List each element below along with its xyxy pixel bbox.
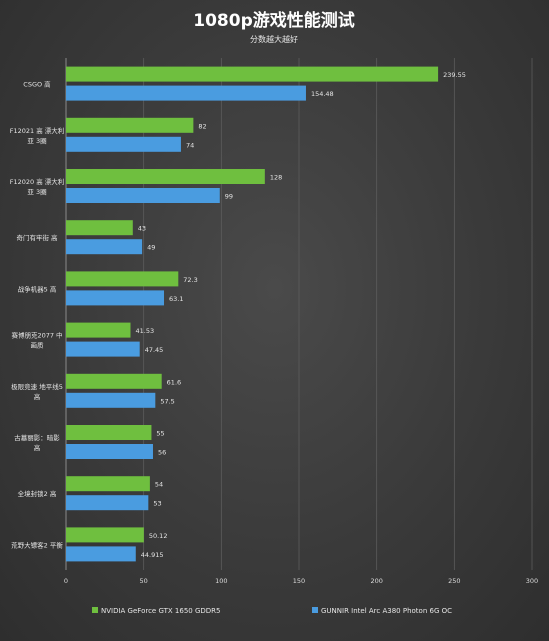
bar [66,271,179,287]
x-tick-label: 0 [64,577,68,585]
category-label: F12021 高 漂大利亚 3圈 [10,126,65,145]
category-label: 全境封锁2 高 [18,489,57,498]
category-label: 极限竞速 地平线5 高 [11,382,63,401]
bar-value-label: 53 [153,500,161,508]
x-tick-label: 50 [140,577,148,585]
bar [66,66,439,82]
bar [66,85,306,101]
bar [66,136,181,152]
bar-value-label: 82 [198,122,206,130]
bar [66,527,144,543]
category-label-line: 全境封锁2 高 [18,489,57,498]
bar-value-label: 43 [138,225,146,233]
bar-value-label: 55 [156,430,164,438]
legend: NVIDIA GeForce GTX 1650 GDDR5 GUNNIR Inte… [92,607,452,615]
bar [66,220,133,236]
grid [65,58,533,570]
chart-title: 1080p游戏性能测试 [193,10,354,31]
bar-value-label: 54 [155,481,163,489]
x-tick-label: 150 [293,577,305,585]
category-label-line: F12020 高 漂大利 [10,177,65,186]
category-label-line: 亚 3圈 [27,188,46,196]
x-axis-ticks: 0 50 100 150 200 250 300 [64,577,538,585]
legend-swatch [92,607,98,613]
category-label-line: 赛博朋克2077 中 [11,331,62,340]
chart-subtitle: 分数越大越好 [250,34,298,44]
category-label-line: 高 [34,392,41,401]
bar-value-label: 57.5 [160,397,174,405]
bar-value-label: 47.45 [145,346,164,354]
x-tick-label: 200 [370,577,382,585]
category-label-line: F12021 高 漂大利 [10,126,65,135]
bar-value-label: 74 [186,141,194,149]
category-label-line: 高 [34,443,41,452]
bar-value-label: 61.6 [167,378,181,386]
bar [66,495,149,511]
bar-value-label: 63.1 [169,295,183,303]
bar-value-label: 56 [158,449,166,457]
x-tick-label: 300 [526,577,538,585]
legend-label: GUNNIR Intel Arc A380 Photon 6G OC [321,607,452,615]
bar [66,239,143,255]
bar [66,117,194,133]
bar [66,322,131,338]
bar-value-label: 99 [225,193,233,201]
category-label-line: 极限竞速 地平线5 [11,382,63,391]
bar-value-label: 128 [270,174,282,182]
x-tick-label: 100 [215,577,227,585]
category-label: F12020 高 漂大利亚 3圈 [10,177,65,196]
bar [66,373,162,389]
category-label-line: 画质 [31,341,45,350]
bar-value-label: 49 [147,244,155,252]
bar [66,392,156,408]
category-label-line: CSGO 高 [23,80,51,89]
category-label-line: 奇门有牢街 高 [16,233,58,242]
bar-value-label: 72.3 [183,276,197,284]
category-label-line: 亚 3圈 [27,137,46,145]
category-label: 赛博朋克2077 中画质 [11,331,62,350]
category-label: 古墓丽影：暗影高 [14,433,60,452]
bar [66,425,152,440]
bars: 239.55 154.48 82 74 128 99 43 49 72.3 63.1 41.53 47… [66,66,466,562]
bar-value-label: 239.55 [443,71,466,79]
bar-value-label: 154.48 [311,90,334,98]
category-label: 奇门有牢街 高 [16,233,58,242]
category-label-line: 荒野大镖客2 平衡 [11,540,63,549]
category-label-line: 古墓丽影：暗影 [14,433,60,442]
bar [66,341,140,357]
bar [66,444,153,459]
bar [66,188,220,203]
bar [66,546,136,562]
bar-value-label: 44.915 [141,551,164,559]
bar [66,290,165,306]
bar [66,169,265,184]
legend-swatch [312,607,318,613]
x-tick-label: 250 [448,577,460,585]
bar-value-label: 50.12 [149,532,168,540]
category-label-line: 战争机器5 高 [18,284,57,293]
bar [66,476,150,492]
bar-value-label: 41.53 [136,327,155,335]
legend-label: NVIDIA GeForce GTX 1650 GDDR5 [101,607,221,615]
category-label: 荒野大镖客2 平衡 [11,540,63,549]
category-label: 战争机器5 高 [18,284,57,293]
category-label: CSGO 高 [23,80,51,89]
